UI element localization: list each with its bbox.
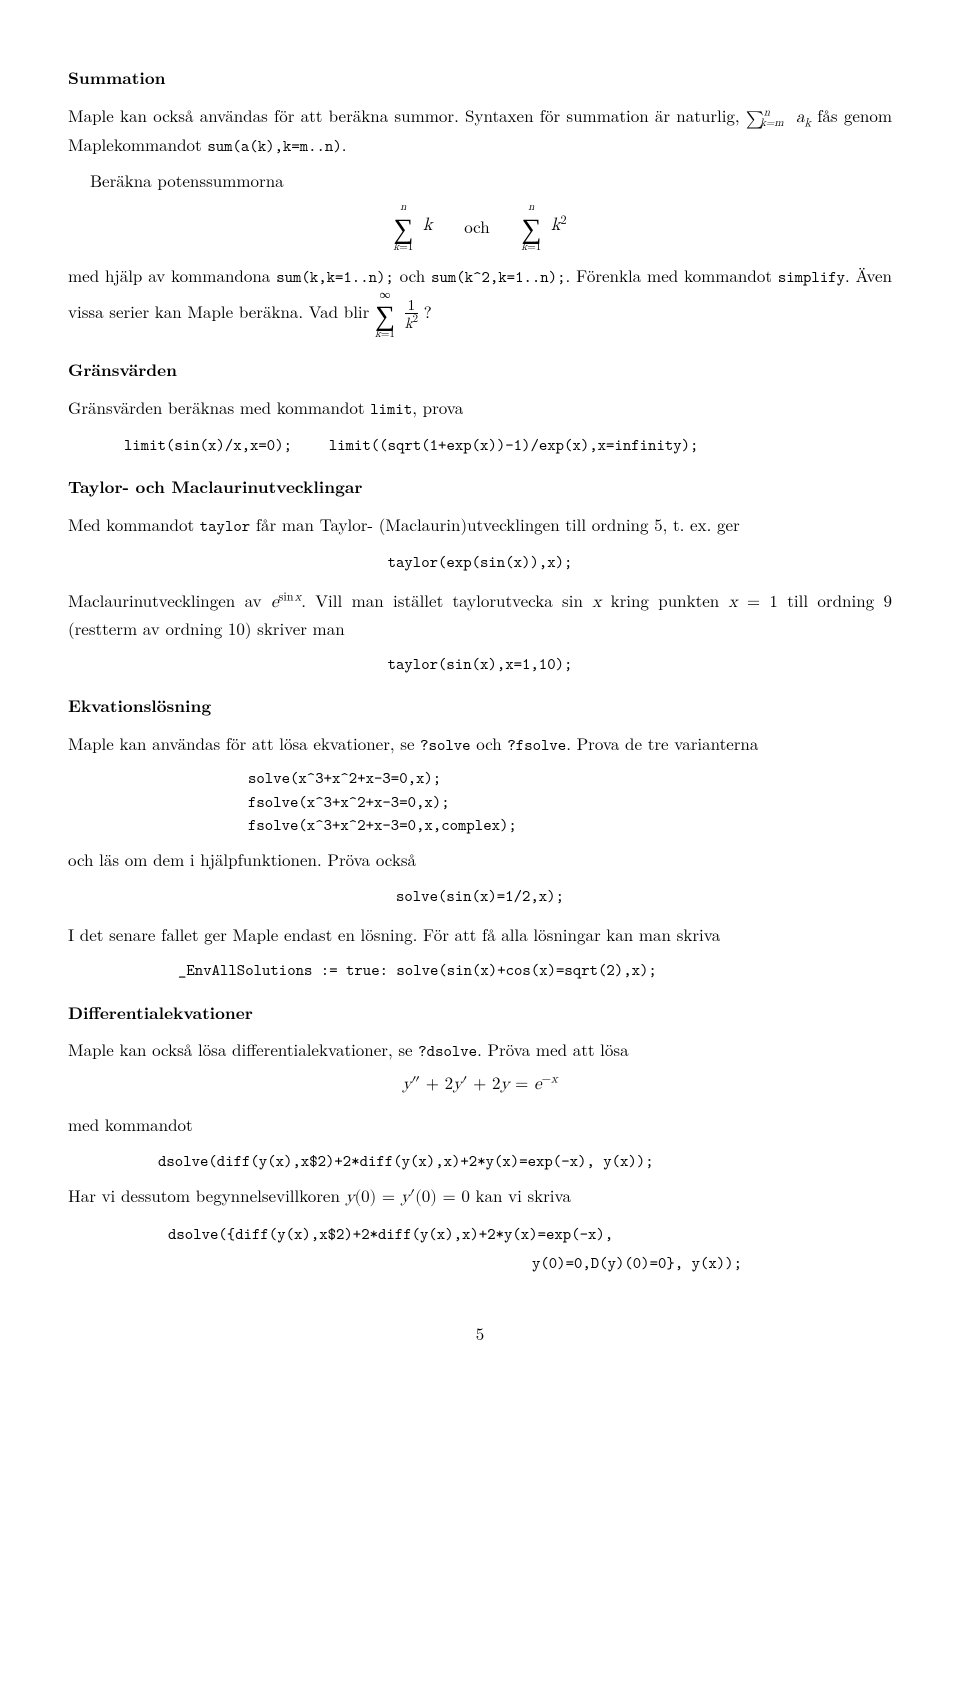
text: . Pröva med att lösa xyxy=(477,1037,628,1061)
code: ?dsolve xyxy=(418,1041,477,1062)
eq-ode: y″ + 2y′ + 2y = e−x xyxy=(68,1073,892,1098)
code: dsolve(diff(y(x),x$2)+2*diff(y(x),x)+2*y… xyxy=(158,1151,654,1172)
code: taylor xyxy=(200,516,250,537)
code: ?solve xyxy=(420,735,470,756)
text: . Prova de tre varianterna xyxy=(566,731,758,755)
text: och xyxy=(471,731,508,755)
code: taylor(exp(sin(x)),x); xyxy=(388,552,573,573)
para-eq-2: och läs om dem i hjälpfunktionen. Pröva … xyxy=(68,847,892,872)
text: . xyxy=(342,132,347,156)
code-taylor-2: taylor(sin(x),x=1,10); xyxy=(68,650,892,676)
text: . Förenkla med kommandot xyxy=(565,263,777,287)
heading-diff: Differentialekvationer xyxy=(68,1001,892,1026)
heading-limits: Gränsvärden xyxy=(68,358,892,383)
code-limit-2: limit((sqrt(1+exp(x))-1)/exp(x),x=infini… xyxy=(329,435,699,456)
text: Maple kan också användas för att beräkna… xyxy=(68,103,746,127)
text: Med kommandot xyxy=(68,512,200,536)
para-diff-1: Maple kan också lösa differentialekvatio… xyxy=(68,1037,892,1063)
para-diff-3: Har vi dessutom begynnelsevillkoren y(0)… xyxy=(68,1183,892,1211)
text: kan vi skriva xyxy=(470,1183,571,1207)
heading-summation: Summation xyxy=(68,66,892,91)
text: Beräkna potenssummorna xyxy=(90,168,284,192)
text: Gränsvärden beräknas med kommandot xyxy=(68,395,370,419)
code: ?fsolve xyxy=(507,735,566,756)
text: Har vi dessutom begynnelsevillkoren xyxy=(68,1183,346,1207)
eq-two-sums: n ∑ k=1 k och n ∑ k=1 k2 xyxy=(68,201,892,253)
text: och xyxy=(394,263,431,287)
math-series: ∞ ∑ k=1 1 k2 xyxy=(375,299,424,323)
code-dsolve-2a: dsolve({diff(y(x),x$2)+2*diff(y(x),x)+2*… xyxy=(168,1220,892,1246)
code: y(0)=0,D(y)(0)=0}, y(x)); xyxy=(532,1253,742,1274)
text: , prova xyxy=(412,395,463,419)
code: sum(k,k=1..n); xyxy=(276,267,394,288)
code: solve(sin(x)=1/2,x); xyxy=(396,886,564,907)
text: får man Taylor- (Maclaurin)utvecklingen … xyxy=(250,512,740,536)
math-sum-notation: ∑ nk=m ak xyxy=(746,109,817,126)
code: dsolve({diff(y(x),x$2)+2*diff(y(x),x)+2*… xyxy=(168,1224,613,1245)
text: ? xyxy=(424,299,432,323)
text: med hjälp av kommandona xyxy=(68,263,276,287)
text: Maple kan användas för att lösa ekvation… xyxy=(68,731,420,755)
code-taylor-1: taylor(exp(sin(x)),x); xyxy=(68,548,892,574)
code-dsolve-1: dsolve(diff(y(x),x$2)+2*diff(y(x),x)+2*y… xyxy=(158,1147,892,1173)
code-envall: _EnvAllSolutions := true: solve(sin(x)+c… xyxy=(178,956,892,982)
page-number: 5 xyxy=(68,1321,892,1346)
math-esinx: esin x xyxy=(271,594,301,611)
code: limit xyxy=(370,399,412,420)
para-compute-potens: Beräkna potenssummorna xyxy=(90,168,892,193)
code: fsolve(x^3+x^2+x-3=0,x,complex); xyxy=(248,814,892,837)
para-eq-3: I det senare fallet ger Maple endast en … xyxy=(68,922,892,947)
para-summation-2: med hjälp av kommandona sum(k,k=1..n); o… xyxy=(68,263,892,340)
code: sum(k^2,k=1..n); xyxy=(431,267,565,288)
math-ic: y(0) = y′(0) = 0 xyxy=(346,1189,470,1206)
code-dsolve-2b: y(0)=0,D(y)(0)=0}, y(x)); xyxy=(68,1249,892,1275)
text: kring punkten xyxy=(601,588,728,612)
para-taylor-1: Med kommandot taylor får man Taylor- (Ma… xyxy=(68,512,892,538)
code: taylor(sin(x),x=1,10); xyxy=(388,654,573,675)
text: . Vill man istället taylorutvecka sin xyxy=(301,588,592,612)
heading-taylor: Taylor- och Maclaurinutvecklingar xyxy=(68,475,892,500)
para-eq-1: Maple kan användas för att lösa ekvation… xyxy=(68,731,892,757)
text: Maple kan också lösa differentialekvatio… xyxy=(68,1037,418,1061)
para-limits-1: Gränsvärden beräknas med kommandot limit… xyxy=(68,395,892,421)
heading-eq: Ekvationslösning xyxy=(68,694,892,719)
text-och: och xyxy=(464,214,490,239)
code: simplify xyxy=(778,267,845,288)
code-limit-1: limit(sin(x)/x,x=0); xyxy=(124,435,292,456)
code-sum: sum(a(k),k=m..n) xyxy=(207,136,341,157)
code-solve-sin: solve(sin(x)=1/2,x); xyxy=(68,882,892,908)
code-block-solve: solve(x^3+x^2+x-3=0,x); fsolve(x^3+x^2+x… xyxy=(248,767,892,837)
code-block-limits: limit(sin(x)/x,x=0); limit((sqrt(1+exp(x… xyxy=(124,431,892,457)
text: Maclaurinutvecklingen av xyxy=(68,588,271,612)
code: _EnvAllSolutions := true: solve(sin(x)+c… xyxy=(178,960,657,981)
para-diff-2: med kommandot xyxy=(68,1112,892,1137)
math-xeq1: x = 1 xyxy=(729,594,778,611)
para-summation-1: Maple kan också användas för att beräkna… xyxy=(68,103,892,159)
math-x: x xyxy=(592,594,601,611)
para-taylor-2: Maclaurinutvecklingen av esin x. Vill ma… xyxy=(68,588,892,640)
code: fsolve(x^3+x^2+x-3=0,x); xyxy=(248,791,892,814)
code: solve(x^3+x^2+x-3=0,x); xyxy=(248,767,892,790)
